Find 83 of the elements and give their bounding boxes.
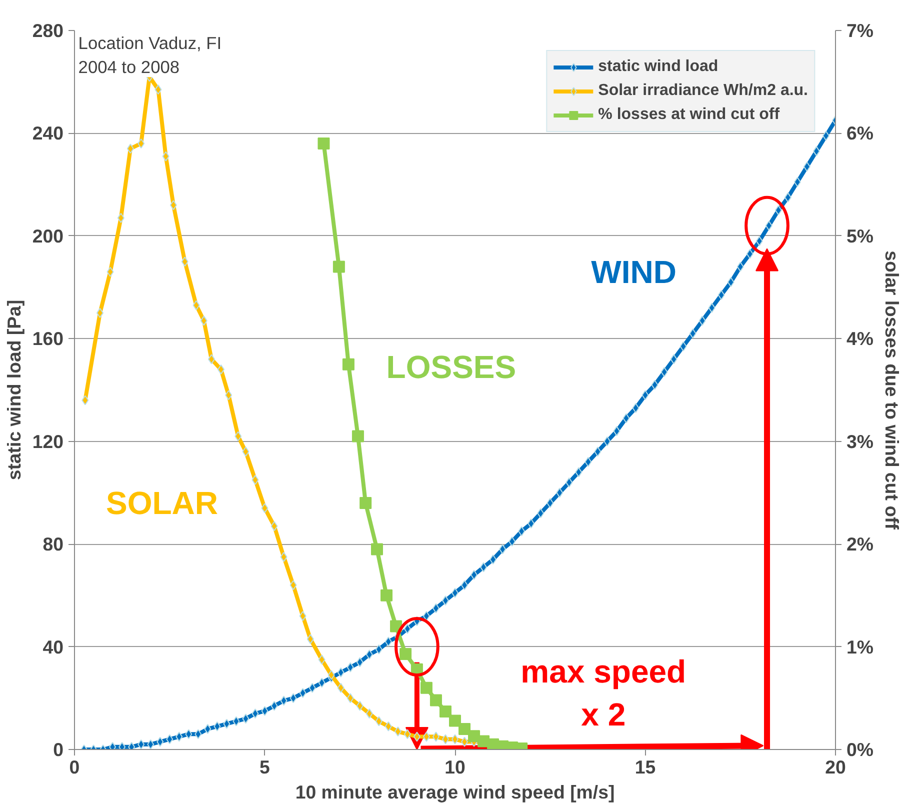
point [394,726,402,737]
point [162,151,170,162]
annotation: SOLAR [106,484,218,521]
point [384,721,392,732]
point [192,300,200,310]
point [370,543,383,556]
x-tick-label: 15 [634,756,656,778]
point [217,364,224,374]
point [290,580,297,590]
point [404,729,411,740]
annotation: Location Vaduz, FI 2004 to 2008 [78,33,222,78]
x-tick-label: 20 [825,756,846,778]
point [439,705,452,718]
y2-tick-label: 2% [846,534,874,555]
legend-label: static wind load [598,58,718,76]
y-tick-label: 0 [53,739,64,760]
point [432,732,440,742]
point [346,693,354,704]
y-tick-label: 80 [42,534,64,555]
point [442,734,449,744]
point [360,496,372,509]
point [380,589,393,602]
point [352,430,364,442]
annotation: WIND [591,254,676,290]
point [306,634,314,644]
y2-tick-label: 7% [846,20,874,41]
y-tick-label: 200 [32,225,64,246]
x-tick-label: 5 [260,756,270,778]
point [208,354,215,364]
y2-tick-label: 1% [846,636,874,658]
point [280,552,288,562]
y2-axis-title: solar losses due to wind cut off [881,250,902,530]
point [458,722,471,735]
point [299,610,306,621]
y-tick-label: 160 [32,328,64,350]
point [181,256,188,267]
point [106,266,114,277]
y-tick-label: 280 [32,20,64,41]
x-tick-label: 0 [69,756,80,778]
point [430,694,442,706]
point [82,395,89,406]
y-tick-label: 240 [32,122,64,144]
point [400,648,412,660]
annotation: LOSSES [386,348,516,385]
point [234,431,242,442]
point [449,714,461,727]
point [422,732,430,742]
point [328,670,335,680]
y-axis-title: static wind load [Pa] [3,300,24,480]
point [318,654,326,665]
point [461,736,468,747]
point [337,682,344,693]
point [318,137,330,150]
point [375,716,382,726]
point [261,503,268,514]
point [126,144,134,154]
point [356,700,364,711]
point [270,521,278,532]
y2-tick-label: 5% [846,225,874,246]
point [170,200,177,210]
y2-tick-label: 3% [846,430,874,452]
legend-label: Solar irradiance Wh/m2 a.u. [598,82,808,100]
y-tick-label: 40 [42,636,64,658]
legend-label: % losses at wind cut off [598,106,780,124]
point [332,260,345,273]
point [225,390,232,400]
point [342,358,354,370]
point [96,308,104,318]
point [252,474,259,485]
x-axis-title: 10 minute average wind speed [m/s] [295,782,615,802]
point [242,446,250,457]
x-tick-label: 10 [444,756,466,778]
point [366,708,373,719]
y2-tick-label: 0% [846,739,874,760]
annotation: max speed x 2 [520,653,686,733]
point [420,682,432,694]
point [200,316,208,326]
point [138,138,145,148]
y2-tick-label: 4% [846,328,874,350]
point [154,84,162,95]
point [117,212,124,223]
y2-tick-label: 6% [846,122,874,144]
y-tick-label: 120 [32,430,64,452]
